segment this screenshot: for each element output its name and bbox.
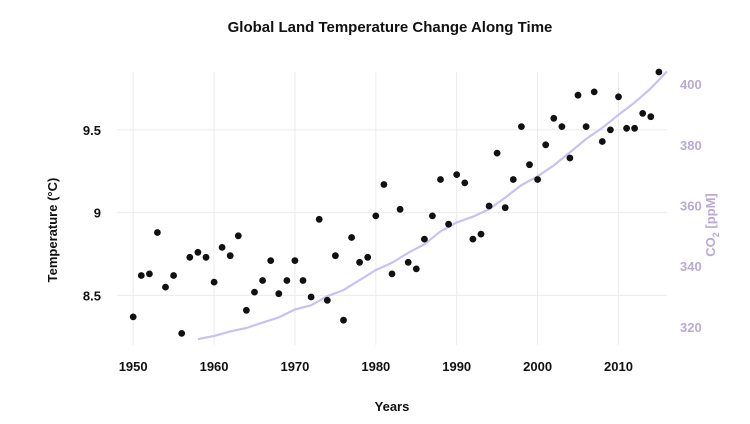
temperature-point — [501, 204, 509, 212]
y2-tick-label: 380 — [680, 138, 702, 153]
temperature-point — [534, 176, 541, 183]
temperature-point — [299, 277, 307, 284]
temperature-point — [137, 272, 145, 279]
temperature-point — [639, 110, 647, 117]
x-tick-label: 2010 — [604, 359, 633, 374]
temperature-point — [526, 161, 533, 169]
temperature-point — [469, 235, 477, 243]
temperature-point — [615, 93, 622, 101]
temperature-point — [364, 253, 372, 261]
y2-title-prefix: CO — [703, 237, 718, 257]
temperature-point — [291, 257, 299, 264]
gridlines — [117, 72, 667, 345]
y2-axis-ticks: 320 340 360 380 400 — [680, 77, 702, 335]
y2-tick-label: 320 — [680, 320, 702, 335]
temperature-point — [178, 330, 186, 337]
x-axis-title: Years — [375, 399, 410, 414]
temperature-point — [340, 316, 347, 324]
y-tick-label: 8.5 — [83, 288, 101, 303]
temperature-point — [493, 149, 501, 157]
temperature-point — [226, 252, 234, 260]
temperature-point — [404, 258, 412, 266]
temperature-point — [194, 248, 202, 256]
temperature-point — [210, 278, 218, 286]
temperature-point — [542, 141, 550, 149]
chart-title: Global Land Temperature Change Along Tim… — [228, 19, 553, 36]
y-tick-label: 9.5 — [83, 123, 101, 138]
temperature-point — [461, 179, 469, 187]
temperature-point — [356, 258, 363, 266]
x-tick-label: 1950 — [119, 359, 148, 374]
temperature-point — [162, 283, 169, 291]
temperature-point — [251, 288, 258, 296]
temperature-points — [129, 68, 663, 337]
temperature-point — [380, 181, 388, 188]
temperature-point — [631, 124, 638, 132]
temperature-point — [582, 123, 590, 130]
temperature-point — [348, 234, 355, 241]
temperature-point — [437, 176, 444, 183]
temperature-point — [550, 114, 558, 122]
temperature-point — [412, 265, 420, 273]
temperature-point — [558, 123, 566, 130]
x-axis-ticks: 1950 1960 1970 1980 1990 2000 2010 — [119, 359, 633, 374]
temperature-point — [129, 313, 137, 321]
temperature-point — [647, 113, 655, 121]
temperature-point — [234, 232, 242, 240]
y2-tick-label: 400 — [680, 77, 702, 92]
temperature-point — [146, 270, 153, 278]
temperature-point — [518, 123, 525, 130]
temperature-point — [154, 229, 161, 236]
temperature-point — [267, 257, 275, 264]
temperature-point — [323, 296, 331, 304]
temperature-point — [283, 277, 291, 284]
temperature-point — [607, 126, 614, 134]
y-axis-title: Temperature (°C) — [45, 178, 60, 283]
temperature-point — [243, 306, 250, 314]
temperature-point — [590, 88, 598, 96]
temperature-point — [396, 205, 404, 213]
temperature-point — [445, 220, 452, 228]
temperature-point — [372, 212, 380, 220]
temperature-point — [218, 244, 226, 251]
y2-title-sub: 2 — [711, 232, 721, 237]
temperature-point — [566, 154, 574, 162]
x-tick-label: 1990 — [442, 359, 471, 374]
temperature-point — [485, 202, 493, 210]
temperature-point — [307, 293, 315, 301]
temperature-point — [574, 91, 582, 99]
temperature-point — [259, 277, 266, 284]
temperature-point — [186, 253, 194, 261]
temperature-point — [453, 171, 461, 179]
x-tick-label: 2000 — [523, 359, 552, 374]
temperature-point — [388, 270, 396, 278]
temperature-point — [598, 138, 606, 145]
x-tick-label: 1980 — [361, 359, 390, 374]
y-tick-label: 9 — [94, 206, 101, 221]
y2-axis-title: CO2 [ppM] — [703, 193, 721, 257]
co2-line — [197, 70, 668, 341]
temperature-point — [623, 124, 630, 132]
temperature-point — [275, 290, 283, 298]
temperature-point — [315, 215, 323, 223]
temperature-point — [170, 272, 178, 279]
y-axis-ticks: 8.5 9 9.5 — [83, 123, 101, 303]
y2-tick-label: 360 — [680, 198, 702, 213]
y2-tick-label: 340 — [680, 259, 702, 274]
temperature-point — [509, 176, 517, 183]
temperature-point — [202, 253, 210, 261]
temperature-point — [429, 212, 436, 220]
x-tick-label: 1970 — [280, 359, 309, 374]
temperature-point — [655, 68, 663, 76]
y2-title-suffix: [ppM] — [703, 193, 718, 232]
temperature-point — [332, 252, 339, 260]
x-tick-label: 1960 — [200, 359, 229, 374]
temperature-point — [421, 235, 428, 243]
temperature-point — [477, 230, 485, 238]
